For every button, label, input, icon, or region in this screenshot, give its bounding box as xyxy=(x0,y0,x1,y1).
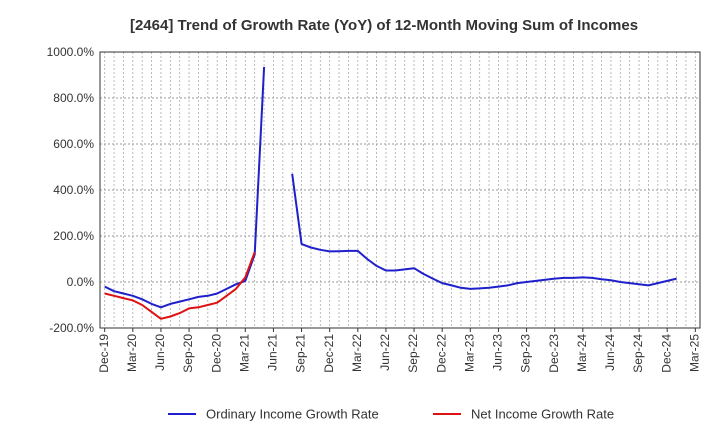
x-tick-label: Sep-24 xyxy=(631,334,645,373)
x-tick-label: Mar-24 xyxy=(575,334,589,372)
series-line xyxy=(291,173,677,290)
x-tick-label: Mar-25 xyxy=(687,334,701,372)
legend-label: Ordinary Income Growth Rate xyxy=(206,407,379,422)
x-tick-label: Sep-20 xyxy=(181,334,195,373)
grid xyxy=(100,51,700,329)
series-line xyxy=(104,251,256,320)
chart-title: [2464] Trend of Growth Rate (YoY) of 12-… xyxy=(130,17,638,34)
x-tick-label: Jun-21 xyxy=(266,334,280,371)
x-tick-label: Mar-23 xyxy=(462,334,476,372)
x-tick-label: Mar-22 xyxy=(350,334,364,372)
y-tick-label: 200.0% xyxy=(53,229,94,243)
x-tick-label: Jun-23 xyxy=(491,334,505,371)
legend: Ordinary Income Growth Rate Net Income Gr… xyxy=(168,407,614,422)
x-tick-label: Jun-20 xyxy=(153,334,167,371)
x-tick-label: Jun-24 xyxy=(603,334,617,371)
series-layer xyxy=(104,66,677,320)
y-tick-label: -200.0% xyxy=(49,321,94,335)
x-tick-label: Dec-20 xyxy=(209,334,223,373)
legend-label: Net Income Growth Rate xyxy=(471,407,614,422)
y-tick-label: 400.0% xyxy=(53,183,94,197)
x-tick-label: Dec-24 xyxy=(659,334,673,373)
plot-frame xyxy=(99,51,701,329)
x-tick-label: Dec-23 xyxy=(547,334,561,373)
y-tick-label: 1000.0% xyxy=(47,45,95,59)
x-axis: Dec-19 Mar-20 Jun-20 Sep-20 Dec-20 Mar-21 Jun-… xyxy=(97,328,701,373)
series-line xyxy=(104,66,266,309)
y-tick-label: 800.0% xyxy=(53,91,94,105)
x-tick-label: Sep-23 xyxy=(519,334,533,373)
x-tick-label: Dec-22 xyxy=(434,334,448,373)
x-tick-label: Jun-22 xyxy=(378,334,392,371)
x-tick-label: Mar-20 xyxy=(125,334,139,372)
x-tick-label: Sep-22 xyxy=(406,334,420,373)
y-axis: -200.0% 0.0% 200.0% 400.0% 600.0% 800.0% 1000.… xyxy=(47,45,95,335)
x-tick-label: Dec-19 xyxy=(97,334,111,373)
y-tick-label: 600.0% xyxy=(53,137,94,151)
x-tick-label: Dec-21 xyxy=(322,334,336,373)
x-tick-label: Mar-21 xyxy=(237,334,251,372)
y-tick-label: 0.0% xyxy=(67,275,95,289)
x-tick-label: Sep-21 xyxy=(294,334,308,373)
